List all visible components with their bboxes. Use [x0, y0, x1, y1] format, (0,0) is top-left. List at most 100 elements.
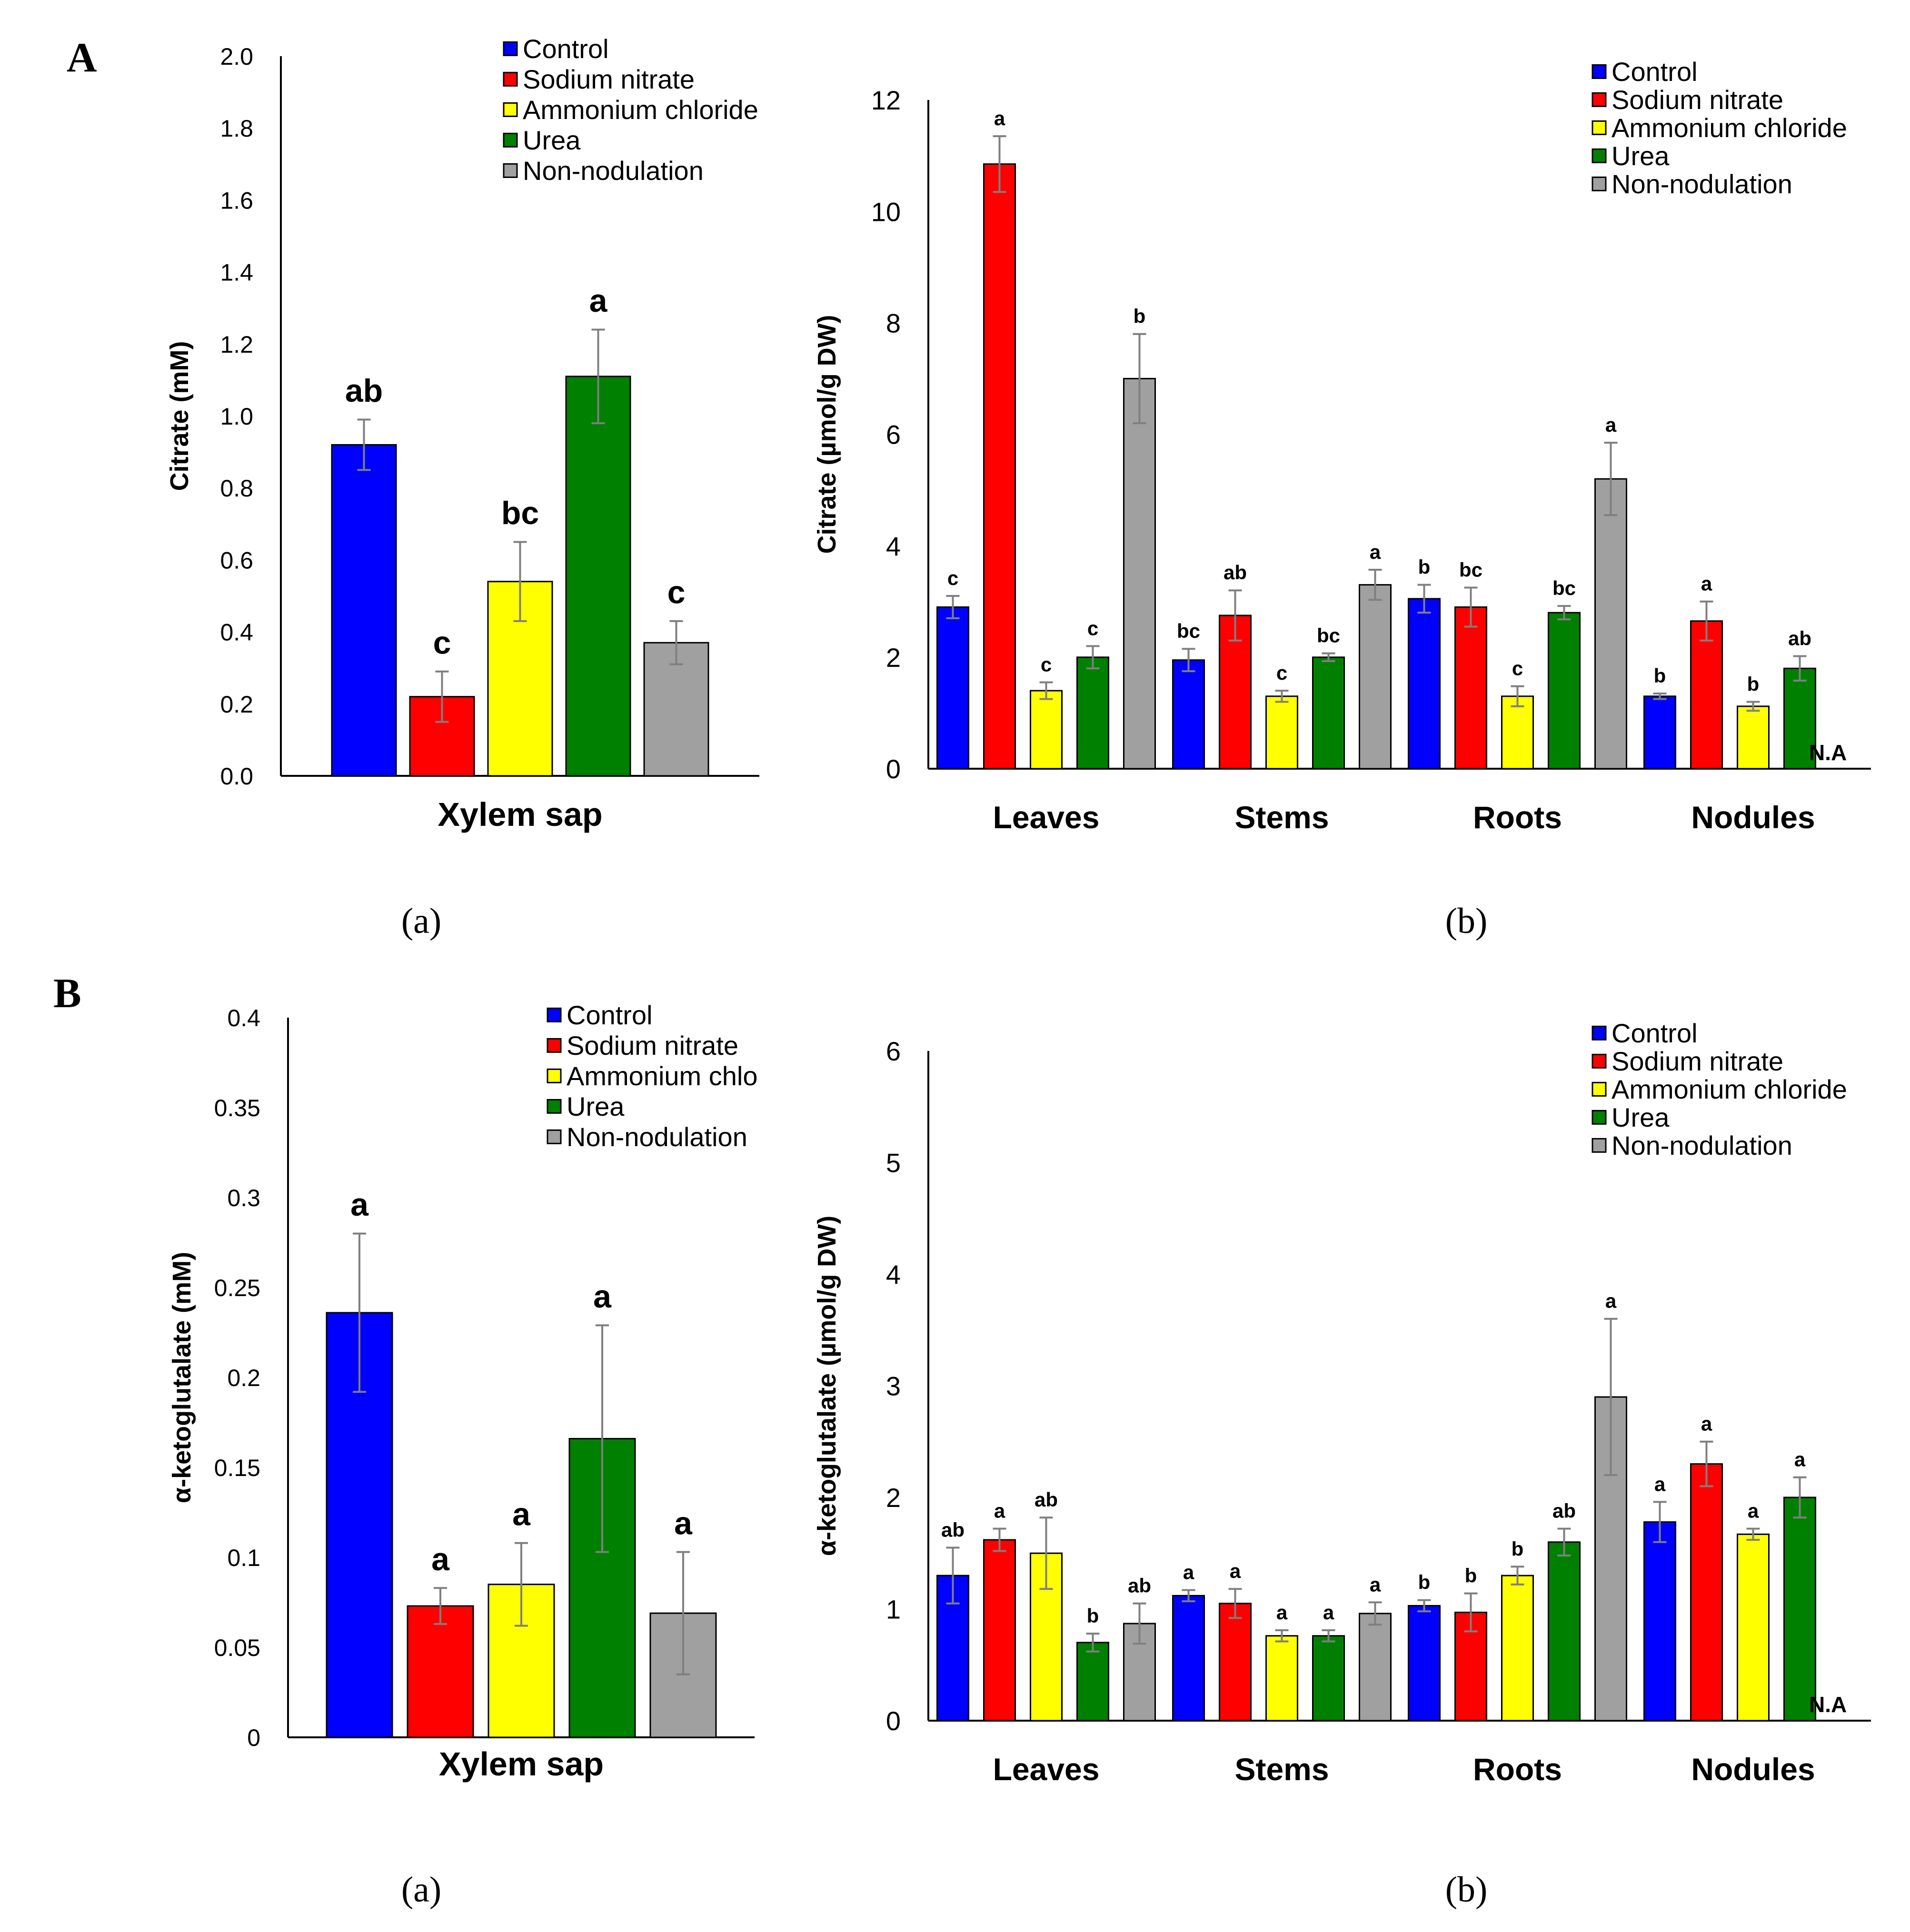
bar: [1690, 620, 1723, 770]
bar: [1454, 606, 1487, 770]
significance-letter: ab: [1035, 1488, 1058, 1511]
significance-letter: b: [1465, 1565, 1477, 1587]
bar: [331, 444, 397, 777]
legend-label: Ammonium chloride: [523, 95, 758, 125]
y-tick-label: 5: [886, 1148, 901, 1178]
bar: [1501, 1575, 1534, 1722]
x-category-label: Roots: [1473, 1752, 1562, 1787]
significance-letter: a: [431, 1541, 450, 1577]
legend-swatch: [503, 102, 518, 117]
bar: [936, 606, 969, 770]
significance-letter: b: [1512, 1537, 1524, 1560]
significance-letter: a: [1794, 1448, 1806, 1471]
legend-label: Urea: [523, 125, 581, 155]
x-category-label: Xylem sap: [439, 1745, 604, 1783]
bar: [1594, 478, 1627, 770]
significance-letter: ab: [1128, 1575, 1151, 1597]
legend-swatch: [547, 1007, 562, 1022]
legend-swatch: [503, 41, 518, 56]
significance-letter: b: [1087, 1605, 1099, 1627]
y-tick-label: 0.4: [220, 619, 253, 646]
bar: [1408, 1605, 1441, 1722]
bar: [1359, 584, 1392, 770]
y-tick-label: 0: [886, 754, 901, 784]
x-category-label: Nodules: [1691, 800, 1815, 835]
chart-3: 0 0.05 0.1 0.15 0.2 0.25 0.3 0.35 0.4 α-ketogluta…: [168, 1000, 757, 1783]
panel-label-a: A: [67, 35, 97, 81]
significance-letter: a: [994, 1500, 1005, 1522]
significance-letter: c: [667, 575, 686, 611]
y-tick-label: 4: [886, 1259, 901, 1289]
bar: [1501, 695, 1534, 770]
na-note: N.A: [1809, 740, 1847, 765]
legend-label: Sodium nitrate: [567, 1030, 738, 1060]
bar: [1783, 667, 1816, 770]
significance-letter: b: [1654, 664, 1666, 687]
bar: [1643, 1521, 1676, 1722]
bar: [1312, 656, 1345, 770]
significance-letter: a: [994, 107, 1005, 129]
legend-swatch: [1592, 1053, 1607, 1069]
y-axis-label: α-ketoglutalate (µmol/g DW): [813, 1216, 841, 1556]
legend-label: Non-nodulation: [1612, 1130, 1792, 1160]
bar: [983, 1539, 1016, 1722]
legend-label: Control: [567, 1000, 653, 1030]
legend-label: Urea: [1612, 141, 1670, 171]
y-tick-label: 6: [886, 1036, 901, 1066]
legend-label: Non-nodulation: [1612, 169, 1792, 199]
panel-label-b: B: [53, 971, 81, 1017]
significance-letter: b: [1418, 1571, 1431, 1594]
bar: [983, 163, 1016, 770]
charts-container: 0.0 0.2 0.4 0.6 0.8 1.0 1.2 1.4 1.6 1.8 2.0 Citrate…: [165, 34, 1871, 1787]
y-tick-label: 0.15: [214, 1455, 260, 1481]
y-tick-label: 0: [247, 1724, 260, 1751]
legend-swatch: [1592, 1138, 1607, 1153]
bar: [1030, 690, 1063, 770]
legend-swatch: [1592, 1081, 1607, 1097]
significance-letter: a: [674, 1505, 693, 1541]
legend-label: Sodium nitrate: [1612, 1046, 1783, 1076]
x-category-label: Leaves: [993, 800, 1100, 835]
legend-swatch: [503, 132, 518, 148]
y-tick-label: 1: [886, 1595, 901, 1625]
significance-letter: b: [1418, 556, 1431, 578]
legend-label: Control: [1612, 57, 1698, 87]
bar: [1265, 695, 1298, 770]
bar: [1737, 705, 1770, 770]
y-tick-label: 0.2: [227, 1365, 260, 1391]
bar: [1690, 1463, 1723, 1722]
y-tick-label: 1.8: [220, 115, 253, 142]
sublabel-b-a: (a): [401, 1870, 441, 1910]
legend-swatch: [1592, 64, 1607, 79]
bar: [1076, 1642, 1109, 1722]
bar: [1265, 1635, 1298, 1722]
chart-1: 0.0 0.2 0.4 0.6 0.8 1.0 1.2 1.4 1.6 1.8 2.0 Citrate…: [165, 34, 759, 833]
bar: [1737, 1533, 1770, 1722]
significance-letter: ab: [1788, 627, 1811, 649]
legend-label: Urea: [567, 1091, 625, 1121]
significance-letter: c: [947, 567, 958, 589]
legend-swatch: [547, 1068, 562, 1083]
bar: [1548, 612, 1581, 770]
x-category-label: Stems: [1234, 800, 1329, 835]
y-tick-label: 2.0: [220, 43, 253, 70]
legend-label: Non-nodulation: [523, 156, 704, 186]
bar: [1359, 1613, 1392, 1722]
sublabel-b-b: (b): [1445, 1870, 1488, 1910]
legend-label: Sodium nitrate: [1612, 85, 1783, 115]
significance-letter: b: [1747, 673, 1760, 695]
significance-letter: ab: [941, 1518, 965, 1541]
bar: [407, 1605, 474, 1738]
sublabel-a-b: (b): [1445, 901, 1488, 941]
bar: [1076, 656, 1109, 770]
significance-letter: a: [1276, 1601, 1288, 1624]
y-tick-label: 0.25: [214, 1275, 260, 1301]
legend-label: Non-nodulation: [567, 1122, 747, 1152]
y-axis-label: α-ketoglutalate (mM): [168, 1252, 196, 1503]
y-tick-label: 4: [886, 531, 901, 561]
significance-letter: c: [1041, 653, 1052, 675]
legend-label: Control: [523, 34, 609, 64]
x-category-label: Nodules: [1691, 1752, 1815, 1787]
